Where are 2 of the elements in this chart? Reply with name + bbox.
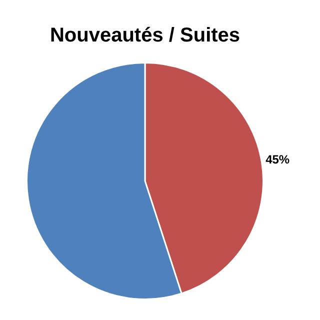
data-label: 45% — [266, 152, 290, 166]
chart-title: Nouveautés / Suites — [50, 24, 240, 47]
